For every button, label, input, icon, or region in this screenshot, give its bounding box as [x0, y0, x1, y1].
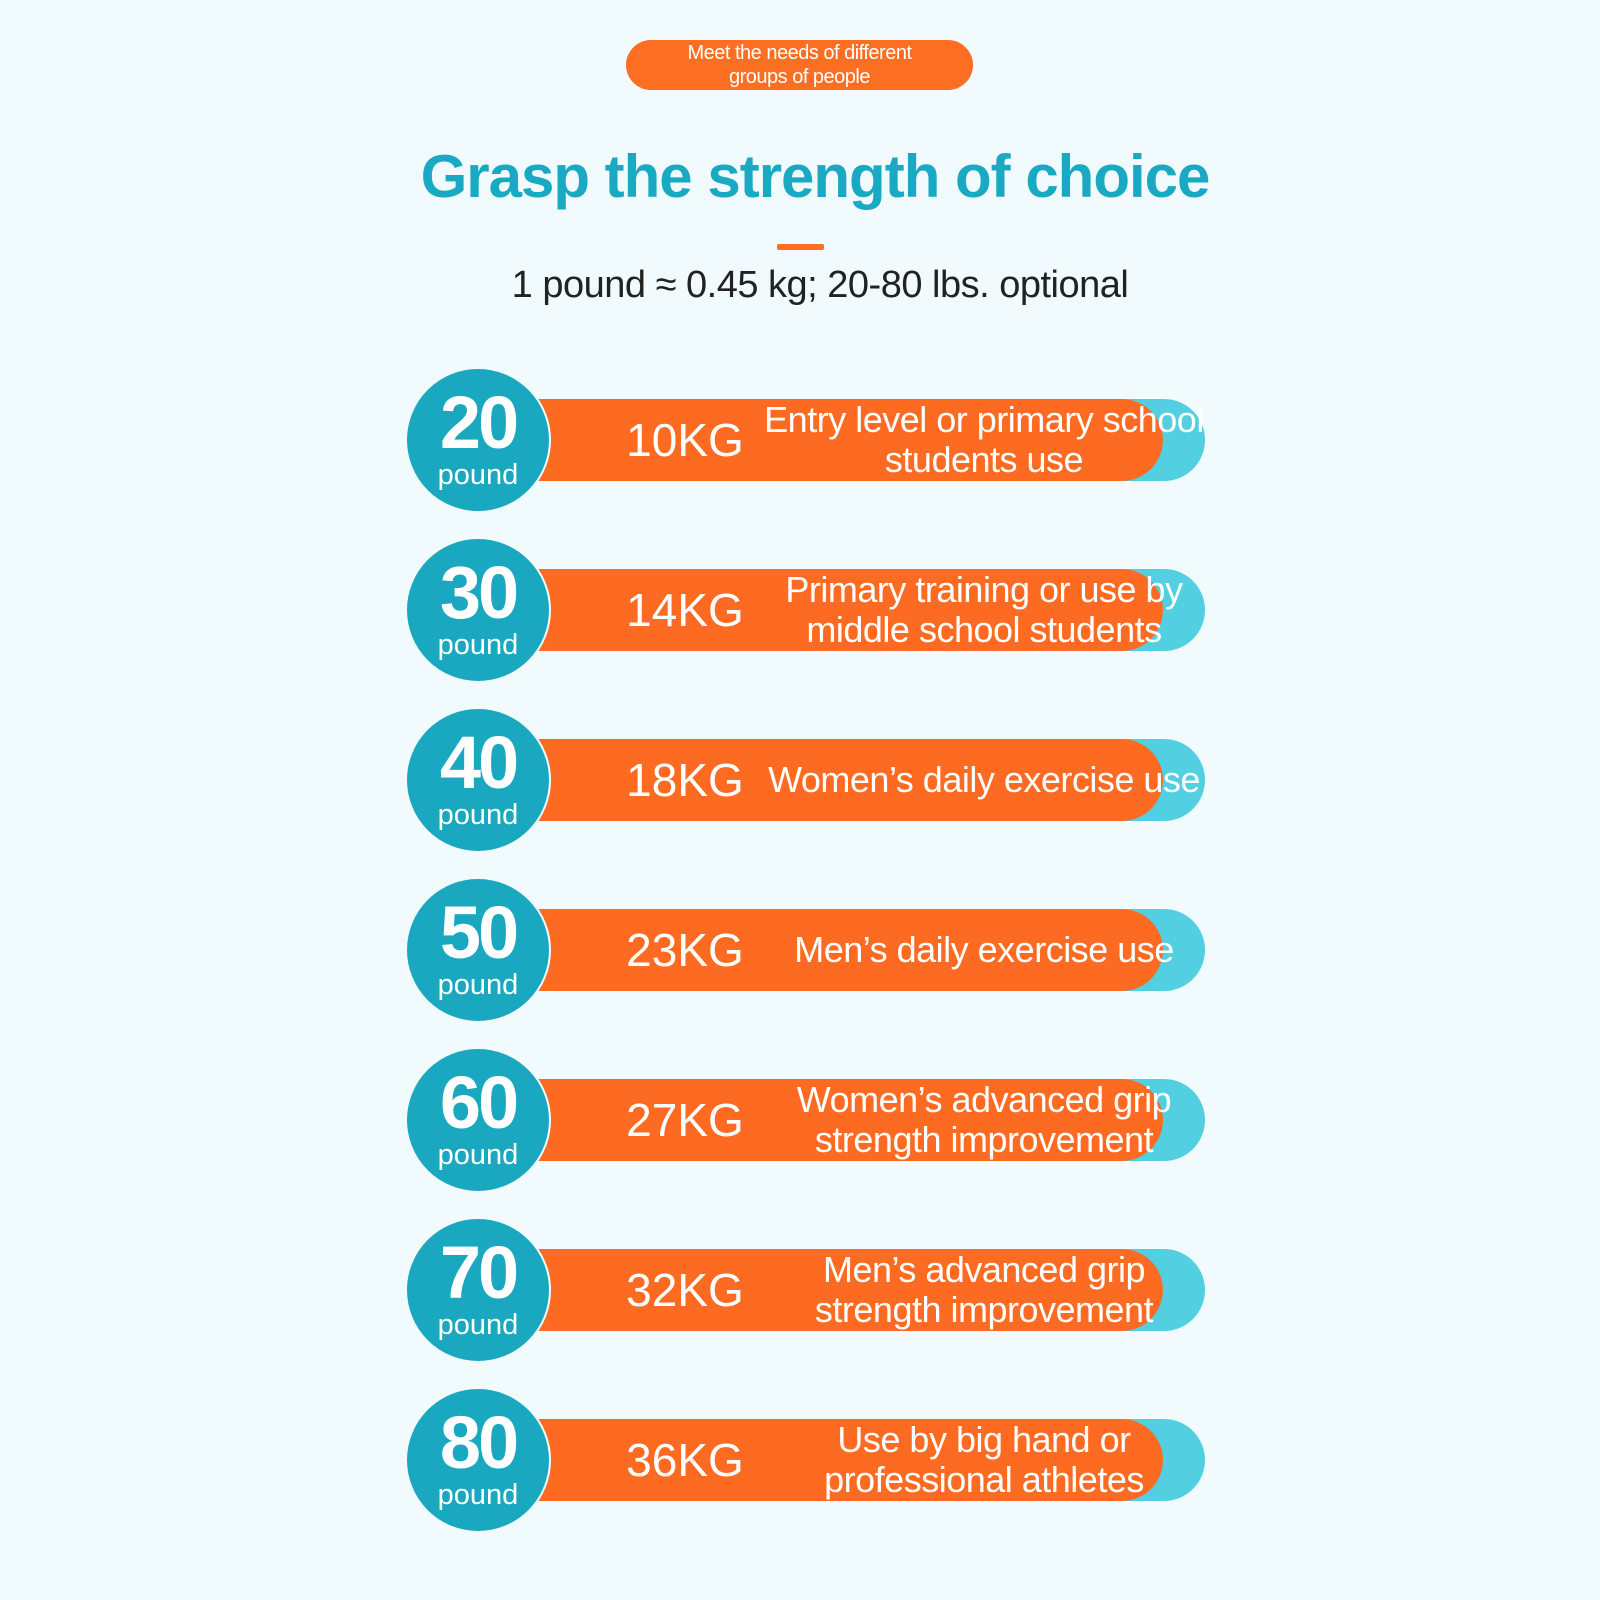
kg-value: 32KG: [626, 1264, 744, 1316]
kg-value: 18KG: [626, 754, 744, 806]
pound-badge: 20 pound: [405, 367, 551, 513]
weight-option-row: 32KG Men’s advanced grip strength improve…: [405, 1217, 1205, 1363]
pound-value: 50: [439, 891, 519, 974]
kg-bar: [535, 1249, 1163, 1331]
weight-option-row: 14KG Primary training or use by middle sc…: [405, 537, 1205, 683]
pound-value: 40: [439, 721, 519, 804]
pound-unit: pound: [437, 459, 519, 491]
title-divider: [777, 244, 824, 250]
pound-badge: 40 pound: [405, 707, 551, 853]
kg-bar: [535, 1079, 1163, 1161]
usage-description: Women’s advanced grip strength improveme…: [796, 1079, 1172, 1160]
pound-value: 30: [439, 551, 519, 634]
weight-option-row: 18KG Women’s daily exercise use 40 pound: [405, 707, 1205, 853]
pound-unit: pound: [437, 1309, 519, 1341]
kg-value: 14KG: [626, 584, 744, 636]
header-badge-text: Meet the needs of different groups of pe…: [687, 42, 912, 88]
pound-unit: pound: [437, 1139, 519, 1171]
pound-unit: pound: [437, 969, 519, 1001]
kg-bar: [535, 739, 1163, 821]
usage-description: Entry level or primary school students u…: [764, 399, 1204, 480]
kg-value: 10KG: [626, 414, 744, 466]
weight-option-row: 36KG Use by big hand or professional athl…: [405, 1387, 1205, 1533]
pound-badge: 50 pound: [405, 877, 551, 1023]
pound-value: 60: [439, 1061, 519, 1144]
kg-bar: [535, 399, 1163, 481]
pound-value: 20: [439, 381, 519, 464]
kg-value: 27KG: [626, 1094, 744, 1146]
usage-description: Use by big hand or professional athletes: [824, 1419, 1144, 1500]
pound-value: 80: [439, 1401, 519, 1484]
kg-bar: [535, 569, 1163, 651]
pound-unit: pound: [437, 799, 519, 831]
pound-badge: 60 pound: [405, 1047, 551, 1193]
pound-unit: pound: [437, 1479, 519, 1511]
pound-unit: pound: [437, 629, 519, 661]
page-subtitle: 1 pound ≈ 0.45 kg; 20-80 lbs. optional: [511, 264, 1129, 306]
weight-option-row: 23KG Men’s daily exercise use 50 pound: [405, 877, 1205, 1023]
usage-description: Men’s daily exercise use: [794, 929, 1174, 970]
pound-badge: 30 pound: [405, 537, 551, 683]
weight-option-row: 10KG Entry level or primary school studen…: [405, 367, 1205, 513]
usage-description: Men’s advanced grip strength improvement: [814, 1249, 1154, 1330]
pound-badge: 80 pound: [405, 1387, 551, 1533]
kg-bar: [535, 1419, 1163, 1501]
pound-badge: 70 pound: [405, 1217, 551, 1363]
weight-option-row: 27KG Women’s advanced grip strength impro…: [405, 1047, 1205, 1193]
kg-value: 36KG: [626, 1434, 744, 1486]
pound-value: 70: [439, 1231, 519, 1314]
page-title: Grasp the strength of choice: [420, 143, 1211, 210]
usage-description: Women’s daily exercise use: [768, 759, 1200, 800]
header-badge: Meet the needs of different groups of pe…: [626, 40, 973, 90]
usage-description: Primary training or use by middle school…: [785, 569, 1183, 650]
kg-bar: [535, 909, 1163, 991]
kg-value: 23KG: [626, 924, 744, 976]
